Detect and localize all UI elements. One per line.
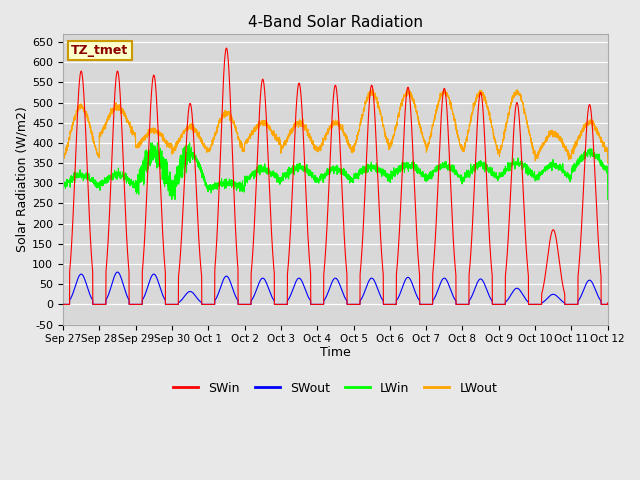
LWin <box>168 196 175 202</box>
SWout <box>604 301 611 307</box>
LWout <box>398 99 406 105</box>
SWout <box>211 297 219 303</box>
LWin <box>59 180 67 186</box>
LWout <box>604 147 611 153</box>
LWin <box>604 196 612 202</box>
SWin <box>388 301 396 307</box>
LWout <box>388 137 396 143</box>
SWout <box>176 299 184 304</box>
Line: SWin: SWin <box>63 48 608 304</box>
LWout <box>59 152 67 157</box>
Legend: SWin, SWout, LWin, LWout: SWin, SWout, LWin, LWout <box>168 377 502 400</box>
LWin <box>552 164 560 170</box>
LWin <box>604 169 611 175</box>
LWin <box>388 173 396 179</box>
SWin <box>604 301 611 307</box>
Y-axis label: Solar Radiation (W/m2): Solar Radiation (W/m2) <box>15 107 28 252</box>
LWout <box>176 137 184 143</box>
SWout <box>114 269 122 275</box>
SWout <box>59 301 67 307</box>
Line: LWin: LWin <box>63 143 608 199</box>
SWin <box>398 173 406 179</box>
LWout <box>404 86 412 92</box>
SWout <box>398 286 406 291</box>
SWin <box>176 261 184 267</box>
LWout <box>552 129 560 135</box>
LWin <box>176 168 184 173</box>
Line: SWout: SWout <box>63 272 608 304</box>
SWout <box>552 293 560 299</box>
LWin <box>212 185 220 191</box>
SWin <box>223 45 230 51</box>
SWin <box>552 235 560 241</box>
SWin <box>59 301 67 307</box>
LWout <box>211 130 219 135</box>
LWin <box>147 140 154 146</box>
SWout <box>604 301 612 307</box>
Line: LWout: LWout <box>63 89 608 163</box>
Title: 4-Band Solar Radiation: 4-Band Solar Radiation <box>248 15 423 30</box>
LWin <box>398 160 406 166</box>
SWin <box>211 263 219 269</box>
Text: TZ_tmet: TZ_tmet <box>71 44 129 57</box>
SWin <box>604 300 612 306</box>
LWout <box>604 160 612 166</box>
SWout <box>388 301 396 307</box>
X-axis label: Time: Time <box>320 346 351 359</box>
